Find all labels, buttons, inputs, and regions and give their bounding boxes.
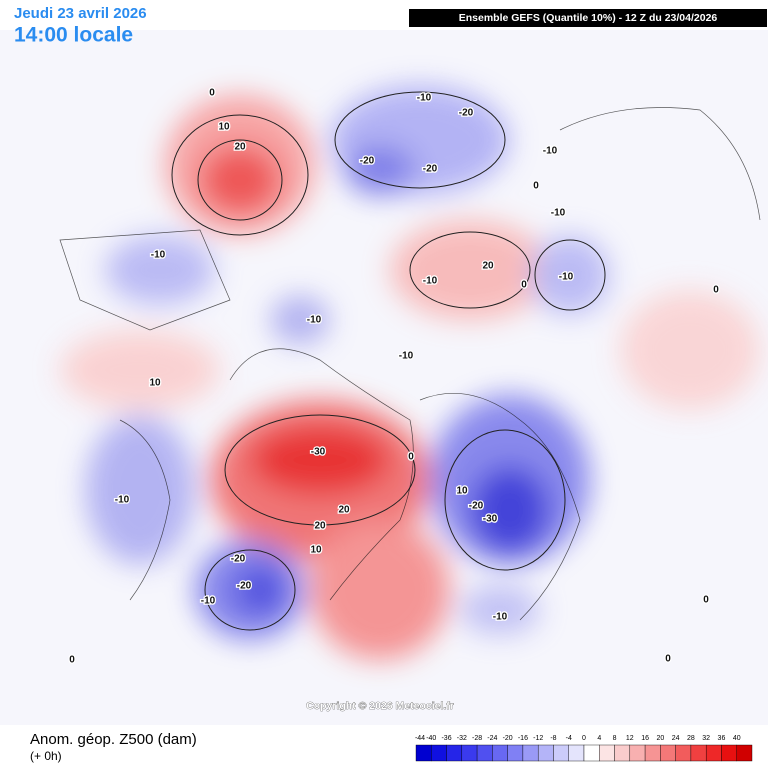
- contour-label: -10: [201, 596, 216, 607]
- colorbar-swatch: [415, 744, 432, 762]
- colorbar-label: -12: [533, 735, 543, 742]
- contour-label: 0: [713, 285, 719, 296]
- colorbar-label: 16: [641, 735, 649, 742]
- colorbar-label: 28: [687, 735, 695, 742]
- colorbar-swatch: [522, 744, 539, 762]
- colorbar-label: -4: [566, 735, 572, 742]
- colorbar-label: 4: [597, 735, 601, 742]
- contour-label: 0: [521, 280, 527, 291]
- contour-label: 10: [218, 122, 230, 133]
- contour-label: -10: [115, 495, 130, 506]
- local-time: 14:00 locale: [14, 24, 133, 47]
- map-background: [59, 85, 761, 660]
- contour-label: 10: [456, 486, 468, 497]
- contour-label: -30: [483, 514, 498, 525]
- copyright: Copyright © 2026 Meteociel.fr: [306, 700, 454, 712]
- colorbar-swatch: [675, 744, 692, 762]
- contour-label: -30: [311, 447, 326, 458]
- contour-label: -10: [417, 93, 432, 104]
- colorbar-swatch: [553, 744, 569, 762]
- contour-label: -20: [459, 108, 474, 119]
- contour-label: 10: [310, 545, 322, 556]
- contour-label: -20: [231, 554, 246, 565]
- colorbar-swatch: [568, 744, 585, 762]
- contour-label: -10: [493, 612, 508, 623]
- colorbar-label: 36: [718, 735, 726, 742]
- contour-label: 0: [408, 452, 414, 463]
- contour-label: -20: [423, 164, 438, 175]
- colorbar-swatch: [492, 744, 508, 762]
- contour-label: 20: [314, 521, 326, 532]
- date: Jeudi 23 avril 2026: [14, 5, 147, 22]
- colorbar-swatch: [736, 744, 753, 762]
- colorbar-label: -8: [550, 735, 556, 742]
- colorbar-swatch: [461, 744, 478, 762]
- contour-label: 0: [665, 654, 671, 665]
- contour-label: 20: [482, 261, 494, 272]
- colorbar-swatch: [705, 744, 722, 762]
- contour-label: -10: [307, 315, 322, 326]
- colorbar-swatch: [431, 744, 447, 762]
- colorbar-label: 12: [626, 735, 634, 742]
- colorbar-label: -16: [518, 735, 528, 742]
- colorbar-label: -44: [415, 735, 425, 742]
- colorbar-swatch: [644, 744, 661, 762]
- contour-labels: 0 10 20 -10 -20 -20 -20 -10 0 -10 -10 20 -10 -10 0 0 -10…: [68, 86, 721, 667]
- colorbar-label: 24: [672, 735, 680, 742]
- colorbar-swatch: [629, 744, 646, 762]
- run-info: Ensemble GEFS (Quantile 10%) - 12 Z du 2…: [459, 12, 718, 24]
- colorbar-swatch: [721, 744, 737, 762]
- contour-label: -20: [360, 156, 375, 167]
- colorbar-swatch: [537, 744, 554, 762]
- contour-label: -10: [543, 146, 558, 157]
- colorbar-label: -24: [487, 735, 497, 742]
- field-title: Anom. géop. Z500 (dam): [30, 731, 197, 748]
- colorbar-label: 20: [656, 735, 664, 742]
- colorbar: -44 -40 -36 -32 -28 -24 -20 -16 -12 -8 -4 0 4 8 12 16 20…: [415, 735, 753, 762]
- colorbar-swatch: [507, 744, 524, 762]
- colorbar-swatch: [599, 744, 615, 762]
- colorbar-swatch: [583, 744, 600, 762]
- colorbar-swatch: [446, 744, 463, 762]
- contour-label: -20: [469, 501, 484, 512]
- colorbar-label: 32: [702, 735, 710, 742]
- colorbar-label: 40: [733, 735, 741, 742]
- colorbar-label: -40: [426, 735, 436, 742]
- contour-label: -10: [551, 208, 566, 219]
- colorbar-swatch: [690, 744, 707, 762]
- contour-label: 20: [338, 505, 350, 516]
- contour-label: 0: [703, 595, 709, 606]
- colorbar-label: -32: [457, 735, 467, 742]
- run-banner: [409, 9, 767, 27]
- colorbar-label: -28: [472, 735, 482, 742]
- contour-label: -10: [423, 276, 438, 287]
- contour-label: -10: [151, 250, 166, 261]
- contour-label: 10: [149, 378, 161, 389]
- lead-time: (+ 0h): [30, 749, 62, 763]
- contour-label: 0: [533, 181, 539, 192]
- contour-label: -10: [399, 351, 414, 362]
- colorbar-label: 0: [582, 735, 586, 742]
- colorbar-swatch: [614, 744, 631, 762]
- colorbar-label: 8: [613, 735, 617, 742]
- colorbar-label: -20: [503, 735, 513, 742]
- colorbar-swatch: [660, 744, 676, 762]
- contour-label: -20: [237, 581, 252, 592]
- colorbar-swatch: [476, 744, 493, 762]
- colorbar-label: -36: [441, 735, 451, 742]
- contour-label: -10: [559, 272, 574, 283]
- contour-label: 0: [209, 88, 215, 99]
- contour-label: 20: [234, 142, 246, 153]
- contour-label: 0: [69, 655, 75, 666]
